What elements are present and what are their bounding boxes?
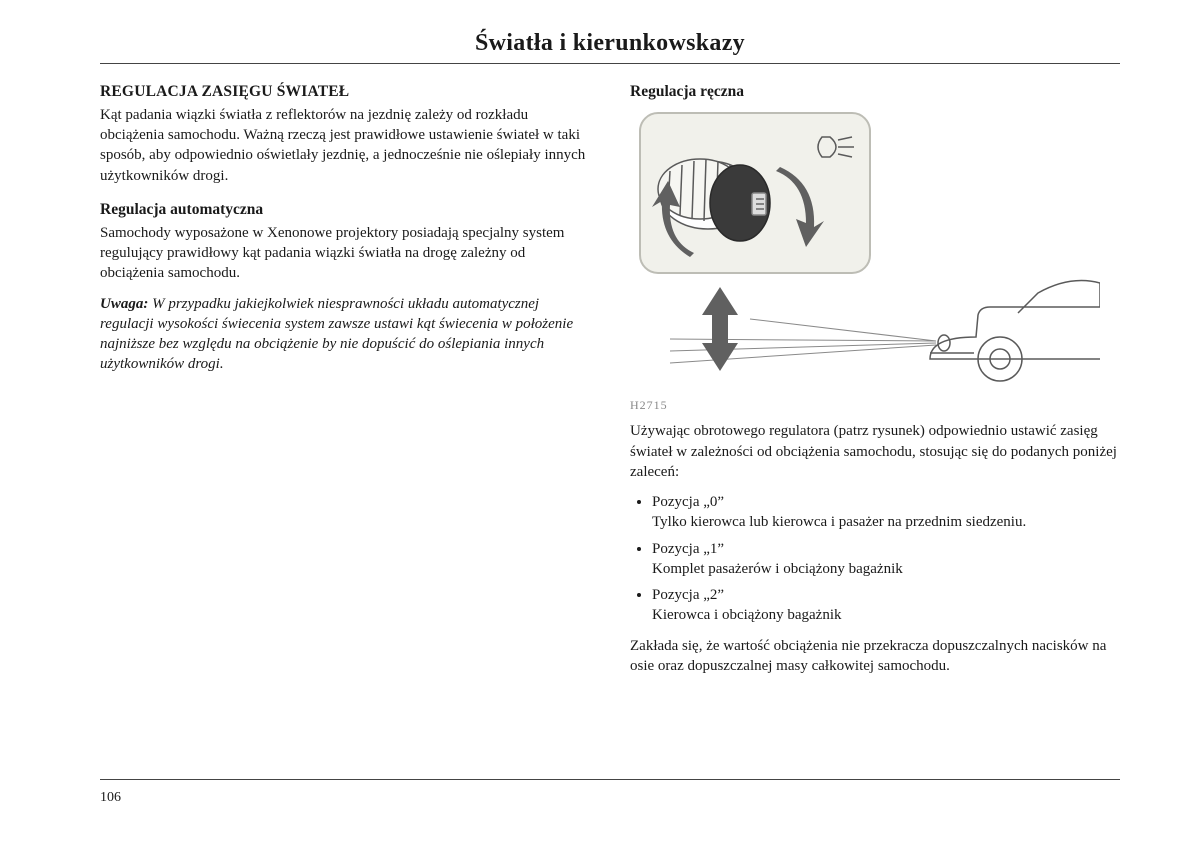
beam-lines — [670, 319, 936, 363]
note-block: Uwaga: W przypadku jakiejkolwiek niespra… — [100, 294, 590, 375]
heading-regulation: REGULACJA ZASIĘGU ŚWIATEŁ — [100, 82, 590, 103]
bullet-title: Pozycja „2” — [652, 587, 724, 603]
right-column: Regulacja ręczna — [630, 82, 1120, 686]
note-lead: Uwaga: — [100, 296, 148, 312]
para-intro: Kąt padania wiązki światła z reflektorów… — [100, 105, 590, 186]
bullet-title: Pozycja „1” — [652, 541, 724, 557]
page-footer: 106 — [100, 779, 1120, 806]
list-item: Pozycja „0” Tylko kierowca lub kierowca … — [652, 492, 1120, 533]
position-list: Pozycja „0” Tylko kierowca lub kierowca … — [630, 492, 1120, 626]
list-item: Pozycja „2” Kierowca i obciążony bagażni… — [652, 585, 1120, 626]
page-title: Światła i kierunkowskazy — [100, 30, 1120, 64]
list-item: Pozycja „1” Komplet pasażerów i obciążon… — [652, 539, 1120, 580]
content-columns: REGULACJA ZASIĘGU ŚWIATEŁ Kąt padania wi… — [100, 82, 1120, 686]
bullet-desc: Kierowca i obciążony bagażnik — [652, 605, 1120, 625]
figure-caption: H2715 — [630, 397, 1120, 413]
car-outline — [930, 280, 1100, 380]
note-body: W przypadku jakiejkolwiek niesprawności … — [100, 296, 573, 373]
illustration-svg — [630, 107, 1100, 387]
bullet-title: Pozycja „0” — [652, 494, 724, 510]
heading-auto: Regulacja automatyczna — [100, 200, 590, 221]
para-auto: Samochody wyposażone w Xenonowe projekto… — [100, 223, 590, 284]
figure-block: H2715 — [630, 107, 1120, 413]
page-number: 106 — [100, 790, 121, 805]
bullet-desc: Komplet pasażerów i obciążony bagażnik — [652, 559, 1120, 579]
heading-manual: Regulacja ręczna — [630, 82, 1120, 103]
left-column: REGULACJA ZASIĘGU ŚWIATEŁ Kąt padania wi… — [100, 82, 590, 686]
para-manual-intro: Używając obrotowego regulatora (patrz ry… — [630, 421, 1120, 482]
bullet-desc: Tylko kierowca lub kierowca i pasażer na… — [652, 512, 1120, 532]
manual-page: Światła i kierunkowskazy REGULACJA ZASIĘ… — [0, 0, 1200, 848]
para-footnote: Zakłada się, że wartość obciążenia nie p… — [630, 636, 1120, 677]
